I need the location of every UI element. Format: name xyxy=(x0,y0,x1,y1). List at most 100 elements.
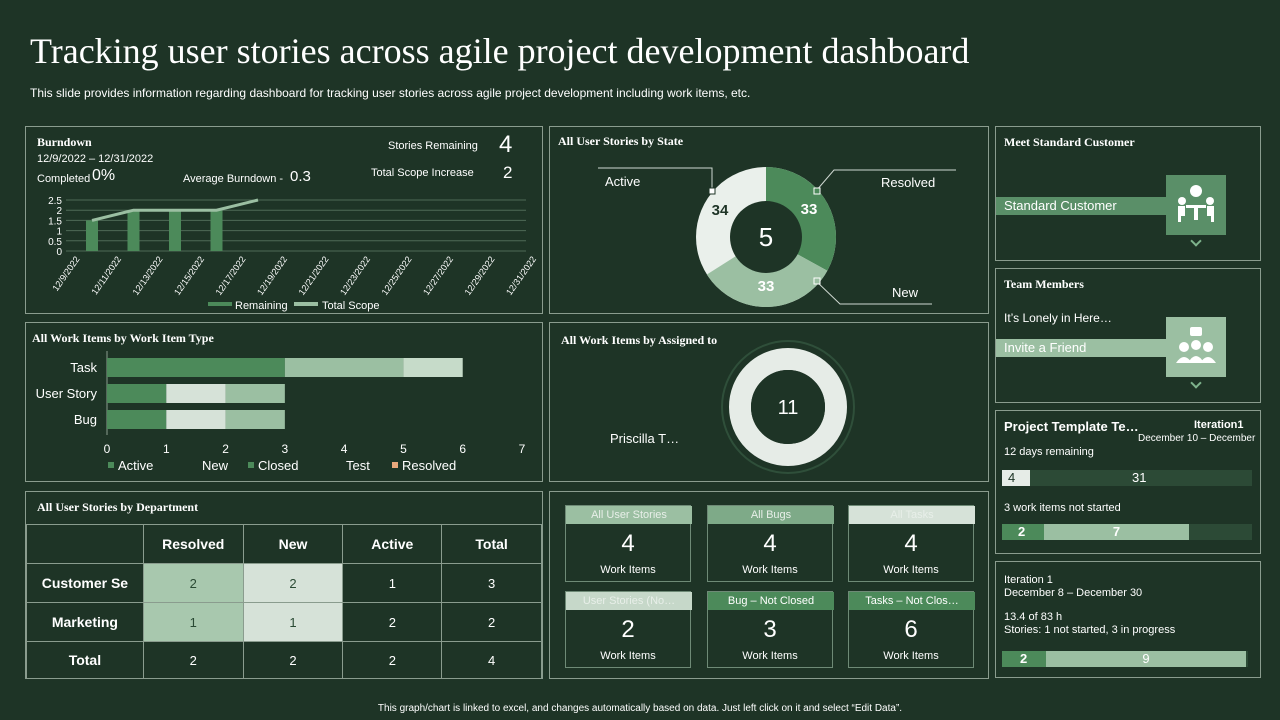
table-header-row: Resolved New Active Total xyxy=(26,524,542,564)
burndown-x-tick: 12/13/2022 xyxy=(131,254,165,297)
worktype-legend-label: Resolved xyxy=(402,458,456,473)
template-iteration: Iteration1 xyxy=(1194,419,1244,431)
burndown-x-tick: 12/11/2022 xyxy=(89,254,123,296)
table-cell: 1 xyxy=(142,602,244,642)
leader-resolved xyxy=(815,169,956,192)
card-all-bugs[interactable]: All Bugs 4 Work Items xyxy=(707,505,834,582)
work-item-type-chart: Task User Story Bug 0 1 2 3 4 5 6 7 Active New Closed… xyxy=(36,351,526,473)
template-not-started: 3 work items not started xyxy=(1004,502,1121,514)
worktype-legend-swatch xyxy=(392,462,398,468)
state-active-value: 34 xyxy=(712,202,729,219)
card-label: Tasks – Not Clos… xyxy=(849,592,975,610)
iteration-stories: Stories: 1 not started, 3 in progress xyxy=(1004,624,1176,636)
burndown-x-tick: 12/21/2022 xyxy=(297,254,331,297)
worktype-x-tick: 0 xyxy=(104,442,111,456)
worktype-category-label: Task xyxy=(70,360,97,375)
state-new-label: New xyxy=(892,285,919,300)
table-row: Total 2 2 2 4 xyxy=(26,641,542,679)
team-title: Team Members xyxy=(1004,277,1084,291)
burndown-x-tick: 12/27/2022 xyxy=(421,254,455,297)
avg-burndown-value: 0.3 xyxy=(290,168,311,185)
worktype-x-tick: 7 xyxy=(519,442,526,456)
table-cell: 2 xyxy=(242,641,344,679)
iteration-bar-rest: 9 xyxy=(1046,651,1246,667)
page-subtitle: This slide provides information regardin… xyxy=(30,86,751,100)
state-donut-chart: 5 34 33 33 Active Resolved New xyxy=(598,167,956,307)
card-tasks-not-closed[interactable]: Tasks – Not Clos… 6 Work Items xyxy=(848,591,975,668)
card-user-stories-not-closed[interactable]: User Stories (No… 2 Work Items xyxy=(565,591,692,668)
customer-chevron-down-icon[interactable] xyxy=(1190,235,1202,247)
worktype-x-tick: 5 xyxy=(400,442,407,456)
customer-icon-box xyxy=(1166,175,1226,235)
worktype-legend-label: Active xyxy=(118,458,153,473)
card-value: 4 xyxy=(763,530,777,557)
worktype-x-tick: 4 xyxy=(341,442,348,456)
burndown-total-scope-line xyxy=(91,198,259,222)
state-resolved-value: 33 xyxy=(801,201,818,218)
card-all-tasks[interactable]: All Tasks 4 Work Items xyxy=(848,505,975,582)
project-template-panel: Project Template Te… Iteration1 December… xyxy=(995,410,1261,554)
burndown-date-range: 12/9/2022 – 12/31/2022 xyxy=(37,153,154,165)
burndown-x-tick: 12/31/2022 xyxy=(504,254,538,297)
work-item-cards-panel: All User Stories 4 Work Items All Bugs 4… xyxy=(549,491,989,679)
card-value: 4 xyxy=(621,530,635,557)
burndown-x-tick: 12/17/2022 xyxy=(214,254,248,297)
team-icon-box xyxy=(1166,317,1226,377)
customer-label[interactable]: Standard Customer xyxy=(996,197,1168,215)
burndown-x-tick: 12/25/2022 xyxy=(380,254,414,297)
state-active-label: Active xyxy=(605,174,640,189)
stories-remaining-label: Stories Remaining xyxy=(388,140,478,152)
team-empty-text: It’s Lonely in Here… xyxy=(1004,311,1112,325)
card-value: 3 xyxy=(763,616,777,643)
marker-new xyxy=(813,277,821,285)
marker-resolved xyxy=(813,187,821,195)
completed-value: 0% xyxy=(92,167,116,184)
table-row: Customer Se 2 2 1 3 xyxy=(26,563,542,603)
worktype-x-tick: 3 xyxy=(282,442,289,456)
worktype-legend-label: Test xyxy=(346,458,370,473)
template-bar1-done: 4 xyxy=(1002,470,1030,486)
assigned-person-label: Priscilla T… xyxy=(610,431,679,446)
burndown-bar xyxy=(86,220,98,251)
table-cell: 1 xyxy=(342,563,443,603)
burndown-x-tick: 12/23/2022 xyxy=(338,254,372,297)
team-panel: Team Members It’s Lonely in Here… Invite… xyxy=(995,268,1261,403)
template-bar2-rest: 7 xyxy=(1044,524,1189,540)
worktype-legend-label: New xyxy=(202,458,229,473)
customer-title: Meet Standard Customer xyxy=(1004,135,1135,149)
state-new-value: 33 xyxy=(758,278,775,295)
customer-panel: Meet Standard Customer Standard Customer xyxy=(995,126,1261,261)
iteration-progress-bar: 2 9 xyxy=(1002,651,1248,667)
burndown-title: Burndown xyxy=(37,135,92,149)
state-center-value: 5 xyxy=(759,222,773,252)
marker-active xyxy=(708,187,716,195)
card-sub: Work Items xyxy=(883,650,939,662)
burndown-x-tick: 12/19/2022 xyxy=(255,254,289,297)
worktype-x-tick: 2 xyxy=(222,442,229,456)
table-cell: 2 xyxy=(142,641,244,679)
iteration-panel: Iteration 1 December 8 – December 30 13.… xyxy=(995,561,1261,678)
department-table: Resolved New Active Total Customer Se 2 … xyxy=(26,524,542,679)
worktype-x-tick: 1 xyxy=(163,442,170,456)
card-all-user-stories[interactable]: All User Stories 4 Work Items xyxy=(565,505,692,582)
burndown-bar xyxy=(169,210,181,251)
burndown-y-tick: 0.5 xyxy=(48,237,62,248)
invite-friend-button[interactable]: Invite a Friend xyxy=(996,339,1168,357)
card-value: 4 xyxy=(904,530,918,557)
team-icon xyxy=(1176,327,1216,363)
burndown-x-tick: 12/29/2022 xyxy=(463,254,497,297)
table-cell: 2 xyxy=(342,641,443,679)
table-cell: 2 xyxy=(342,602,443,642)
burndown-bar xyxy=(127,210,140,251)
department-title: All User Stories by Department xyxy=(37,500,199,514)
avg-burndown-label: Average Burndown - xyxy=(183,173,284,185)
worktype-legend-label: Closed xyxy=(258,458,298,473)
state-resolved-label: Resolved xyxy=(881,175,935,190)
worktype-legend-swatch xyxy=(248,462,254,468)
assigned-donut-chart: 11 Priscilla T… xyxy=(610,340,855,474)
team-chevron-down-icon[interactable] xyxy=(1190,377,1202,389)
card-bugs-not-closed[interactable]: Bug – Not Closed 3 Work Items xyxy=(707,591,834,668)
table-corner xyxy=(26,524,144,564)
legend-remaining-swatch xyxy=(208,302,232,306)
